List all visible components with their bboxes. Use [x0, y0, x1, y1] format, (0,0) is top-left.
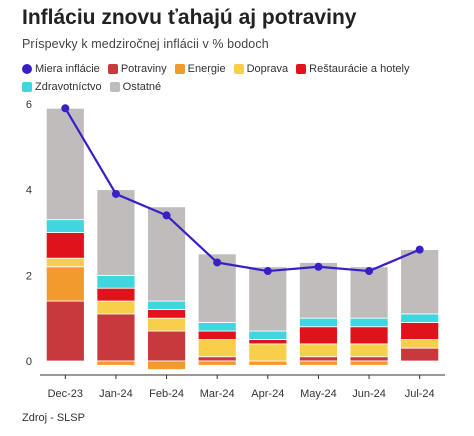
y-axis: 0 2 4 6 — [26, 99, 32, 368]
x-tick-label: May-24 — [300, 388, 337, 400]
bar-segment — [147, 360, 186, 370]
y-tick-label: 4 — [26, 185, 32, 197]
bar-segment — [197, 360, 237, 366]
inflation-point — [365, 267, 374, 276]
inflation-point — [213, 258, 222, 267]
bar-segment — [96, 287, 136, 302]
bar-segment — [299, 343, 338, 358]
bar-segment — [197, 322, 237, 332]
bar-segment — [400, 313, 440, 323]
bar-segment — [96, 313, 136, 362]
legend-label: Reštaurácie a hotely — [309, 63, 410, 75]
y-tick-label: 6 — [26, 99, 32, 111]
bar-segment — [400, 339, 440, 349]
legend-label: Doprava — [246, 63, 289, 75]
bar-segment — [299, 317, 338, 328]
legend-swatch — [22, 82, 32, 92]
inflation-line-path — [64, 107, 421, 273]
bar-segment — [248, 360, 288, 366]
source-note: Zdroj - SLSP — [22, 412, 85, 424]
bar-segment — [299, 356, 338, 362]
legend-swatch — [22, 64, 32, 74]
bar-segment — [147, 309, 186, 319]
legend-swatch — [109, 82, 120, 92]
bar-segment — [299, 326, 338, 345]
legend-swatch — [174, 64, 185, 74]
inflation-point — [263, 267, 272, 276]
bar-segment — [45, 257, 85, 268]
inflation-point — [61, 104, 70, 113]
legend-label: Miera inflácie — [35, 63, 100, 75]
x-axis: Dec-23 Jan-24 Feb-24 Mar-24 Apr-24 May-24 Jun-… — [40, 374, 445, 400]
inflation-point — [111, 189, 120, 198]
bar-segment — [147, 330, 186, 362]
bar-segment — [248, 266, 288, 332]
x-tick-label: Jun-24 — [352, 388, 386, 400]
bar-segment — [45, 232, 85, 259]
legend-item: Doprava — [233, 61, 289, 77]
legend-item: Energie — [174, 61, 226, 77]
x-tick-label: Dec-23 — [48, 388, 83, 400]
x-tick-label: Apr-24 — [251, 388, 284, 400]
bar-segment — [45, 266, 85, 302]
legend: Miera inflácie Potraviny Energie Doprava Reš… — [22, 61, 462, 97]
bar-segment — [96, 189, 136, 276]
legend-swatch — [233, 64, 244, 74]
bar-segment — [349, 343, 389, 358]
x-tick-label: Jul-24 — [405, 388, 435, 400]
y-tick-label: 2 — [26, 270, 32, 282]
bars — [45, 107, 440, 370]
bar-segment — [147, 300, 186, 310]
bar-segment — [349, 360, 389, 366]
bar-segment — [147, 317, 186, 332]
bar-segment — [248, 339, 288, 345]
bar-segment — [400, 249, 440, 315]
bar-segment — [197, 356, 237, 362]
inflation-point — [162, 211, 171, 220]
legend-item: Ostatné — [109, 79, 162, 95]
legend-item: Potraviny — [107, 61, 167, 77]
legend-item: Miera inflácie — [22, 61, 100, 77]
bar-segment — [96, 300, 136, 315]
bar-segment — [96, 274, 136, 289]
legend-label: Ostatné — [122, 81, 162, 93]
bar-segment — [197, 330, 237, 340]
bar-segment — [400, 322, 440, 340]
bar-segment — [147, 206, 186, 302]
bar-segment — [96, 360, 136, 366]
bar-segment — [197, 339, 237, 358]
bar-segment — [248, 330, 288, 340]
inflation-point — [314, 262, 323, 271]
inflation-point — [415, 245, 424, 254]
chart-subtitle: Príspevky k medziročnej inflácii v % bod… — [22, 37, 269, 51]
bar-segment — [248, 343, 288, 362]
legend-label: Zdravotníctvo — [35, 81, 102, 93]
legend-swatch — [296, 64, 307, 74]
legend-item: Reštaurácie a hotely — [296, 61, 409, 77]
bar-segment — [299, 262, 338, 319]
legend-label: Energie — [187, 63, 226, 75]
legend-label: Potraviny — [120, 63, 167, 75]
x-tick-label: Mar-24 — [200, 388, 235, 400]
chart-title: Infláciu znovu ťahajú aj potraviny — [22, 6, 357, 29]
x-tick-label: Jan-24 — [99, 388, 133, 400]
bar-segment — [349, 356, 389, 362]
bar-segment — [349, 326, 389, 345]
bar-segment — [299, 360, 338, 366]
bar-segment — [349, 266, 389, 319]
bar-segment — [400, 347, 440, 362]
bar-segment — [45, 300, 85, 362]
bar-segment — [349, 317, 389, 328]
y-tick-label: 0 — [26, 356, 32, 368]
inflation-line — [61, 104, 424, 276]
legend-item: Zdravotníctvo — [22, 79, 102, 95]
legend-swatch — [107, 64, 118, 74]
bar-segment — [45, 219, 85, 233]
bar-segment — [45, 107, 85, 221]
x-tick-label: Feb-24 — [149, 388, 184, 400]
